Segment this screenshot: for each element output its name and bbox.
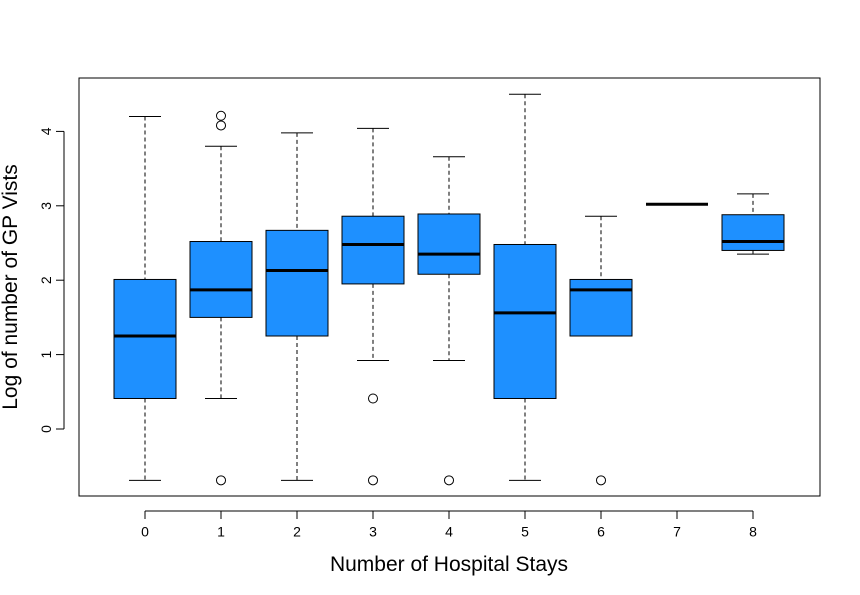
boxes (113, 93, 785, 486)
plot-frame (78, 77, 821, 497)
y-tick-label: 1 (38, 350, 54, 358)
y-tick-label: 4 (38, 127, 54, 135)
x-tick-label: 3 (369, 524, 377, 540)
iqr-box (265, 229, 329, 337)
box-group-0 (113, 116, 177, 481)
box-group-8 (721, 193, 785, 255)
x-axis: 0 1 2 3 4 5 6 7 8 (141, 510, 757, 540)
iqr-box (189, 241, 253, 318)
y-tick-label: 3 (38, 202, 54, 210)
outlier-point (444, 475, 454, 486)
y-tick-label: 0 (38, 425, 54, 433)
x-tick-label: 2 (293, 524, 301, 540)
iqr-box (341, 215, 405, 285)
box-group-2 (265, 132, 329, 481)
iqr-box (113, 278, 177, 399)
box-group-3 (341, 127, 405, 486)
box-group-5 (493, 93, 557, 481)
y-axis-title: Log of number of GP Vists (0, 164, 22, 410)
box-group-6 (569, 215, 633, 486)
iqr-box (721, 214, 785, 251)
iqr-box (569, 278, 633, 337)
iqr-box (417, 213, 481, 275)
x-tick-label: 5 (521, 524, 529, 540)
x-tick-label: 1 (217, 524, 225, 540)
outlier-point (216, 120, 226, 131)
x-axis-title: Number of Hospital Stays (330, 553, 568, 576)
y-tick-label: 2 (38, 276, 54, 284)
x-tick-label: 0 (141, 524, 149, 540)
outlier-point (216, 110, 226, 121)
box-group-1 (189, 110, 253, 486)
box-group-4 (417, 156, 481, 486)
x-tick-label: 4 (445, 524, 453, 540)
x-tick-label: 8 (749, 524, 757, 540)
outlier-point (216, 475, 226, 486)
iqr-box (493, 243, 557, 399)
outlier-point (368, 475, 378, 486)
x-tick-label: 6 (597, 524, 605, 540)
y-axis: 0 1 2 3 4 (38, 127, 65, 433)
outlier-point (368, 393, 378, 404)
outlier-point (596, 475, 606, 486)
x-tick-label: 7 (673, 524, 681, 540)
